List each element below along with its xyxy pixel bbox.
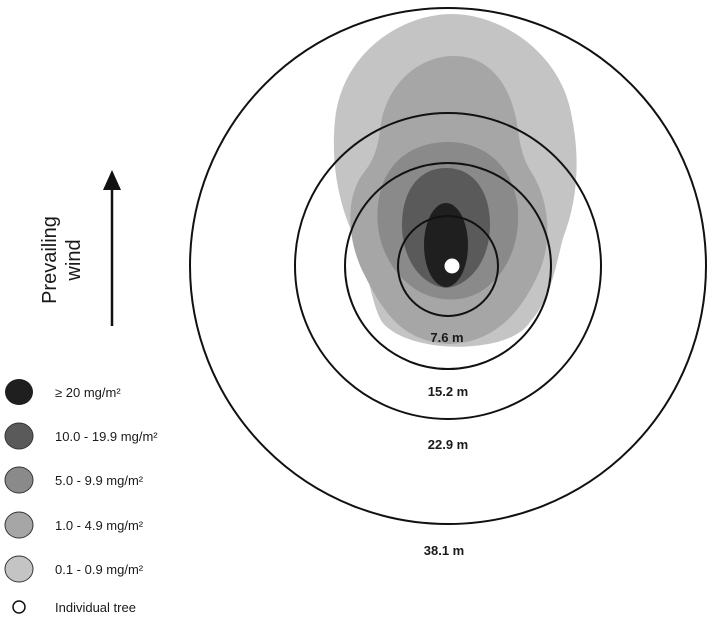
ring-22-9-m <box>294 112 602 420</box>
ring-15-2-m <box>344 162 552 370</box>
ring-7-6-m <box>397 215 499 317</box>
legend-label: ≥ 20 mg/m² <box>55 385 121 400</box>
legend-item: 0.1 - 0.9 mg/m² <box>4 555 144 583</box>
wind-indicator: Prevailing wind <box>39 170 121 326</box>
legend-swatch-1-4-9 <box>4 511 34 539</box>
legend-label: Individual tree <box>55 600 136 615</box>
ring-label-38-1: 38.1 m <box>424 543 464 558</box>
arrow-head-icon <box>103 170 121 190</box>
legend: ≥ 20 mg/m² 10.0 - 19.9 mg/m² 5.0 - 9.9 m… <box>4 379 158 615</box>
legend-swatch-5-9-9 <box>4 466 34 494</box>
legend-label: 1.0 - 4.9 mg/m² <box>55 518 144 533</box>
ring-label-7-6: 7.6 m <box>430 330 463 345</box>
deposition-zones <box>333 14 577 347</box>
tree-marker <box>444 258 460 274</box>
ring-label-15-2: 15.2 m <box>428 384 468 399</box>
legend-swatch-20-plus <box>5 379 33 405</box>
legend-label: 5.0 - 9.9 mg/m² <box>55 473 144 488</box>
legend-swatch-0-1-0-9 <box>4 555 34 583</box>
distance-rings <box>189 7 707 525</box>
ring-labels: 7.6 m 15.2 m 22.9 m 38.1 m <box>424 330 468 558</box>
legend-swatch-10-19-9 <box>4 422 34 450</box>
ring-38-1-m <box>189 7 707 525</box>
legend-item: ≥ 20 mg/m² <box>5 379 121 405</box>
legend-label: 10.0 - 19.9 mg/m² <box>55 429 158 444</box>
wind-label-line2: wind <box>63 239 85 281</box>
legend-item: 10.0 - 19.9 mg/m² <box>4 422 158 450</box>
legend-item: 5.0 - 9.9 mg/m² <box>4 466 144 494</box>
tree-icon <box>12 600 26 614</box>
ring-label-22-9: 22.9 m <box>428 437 468 452</box>
legend-label: 0.1 - 0.9 mg/m² <box>55 562 144 577</box>
legend-item: 1.0 - 4.9 mg/m² <box>4 511 144 539</box>
legend-item: Individual tree <box>12 600 136 615</box>
wind-label-line1: Prevailing <box>39 216 61 304</box>
